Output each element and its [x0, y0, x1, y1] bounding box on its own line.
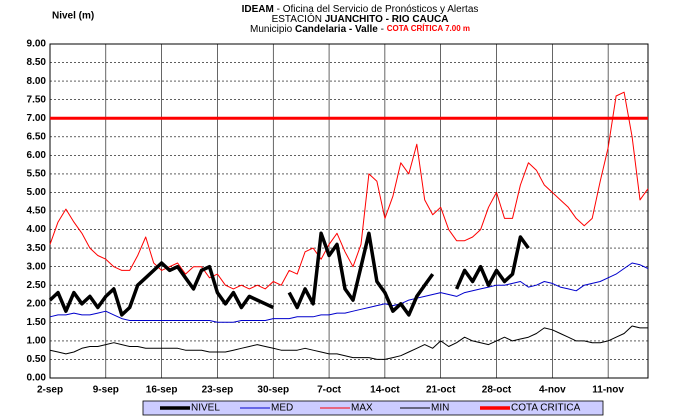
- x-tick-label: 16-sep: [146, 385, 178, 396]
- legend-label: COTA CRITICA: [511, 403, 581, 414]
- y-tick-label: 4.00: [27, 224, 47, 235]
- legend: [142, 400, 604, 416]
- y-tick-label: 8.00: [27, 76, 47, 87]
- y-tick-label: 0.50: [27, 354, 47, 365]
- y-tick-label: 2.50: [27, 280, 47, 291]
- y-tick-label: 1.00: [27, 336, 47, 347]
- legend-label: NIVEL: [191, 403, 220, 414]
- x-tick-label: 7-oct: [317, 385, 342, 396]
- x-tick-label: 21-oct: [426, 385, 456, 396]
- title-part: IDEAM: [242, 4, 274, 15]
- y-tick-label: 9.00: [27, 39, 47, 50]
- series-line: [49, 91, 649, 290]
- y-tick-label: 8.50: [27, 57, 47, 68]
- x-tick-label: 2-sep: [37, 385, 63, 396]
- x-tick-label: 30-sep: [257, 385, 289, 396]
- legend-label: MED: [271, 403, 293, 414]
- y-tick-label: 0.00: [27, 373, 47, 384]
- title-part: Candelaria - Valle: [295, 24, 378, 35]
- x-tick-label: 23-sep: [202, 385, 234, 396]
- title-part: ESTACIÓN: [272, 12, 325, 25]
- title-part: -: [378, 24, 387, 35]
- series-line: [49, 262, 649, 323]
- title-part: Municipio: [250, 24, 295, 35]
- y-tick-label: 6.50: [27, 131, 47, 142]
- chart-title: IDEAM - Oficina del Servicio de Pronósti…: [242, 4, 479, 15]
- plot-area: [49, 43, 649, 379]
- title-part: COTA CRÍTICA 7.00 m: [387, 24, 470, 33]
- y-tick-label: 5.50: [27, 169, 47, 180]
- x-tick-label: 14-oct: [370, 385, 400, 396]
- x-tick-label: 9-sep: [93, 385, 119, 396]
- chart-title: Municipio Candelaria - Valle - COTA CRÍT…: [250, 24, 470, 35]
- legend-label: MAX: [351, 403, 373, 414]
- y-tick-label: 1.50: [27, 317, 47, 328]
- y-tick-label: 7.50: [27, 94, 47, 105]
- title-part: - Oficina del Servicio de Pronósticos y …: [274, 4, 479, 15]
- y-tick-label: 4.50: [27, 206, 47, 217]
- y-tick-label: 7.00: [27, 113, 47, 124]
- y-tick-label: 6.00: [27, 150, 47, 161]
- y-tick-label: 3.00: [27, 261, 47, 272]
- y-axis-label: Nivel (m): [52, 11, 94, 22]
- title-part: JUANCHITO - RIO CAUCA: [325, 14, 449, 25]
- x-tick-label: 28-oct: [482, 385, 512, 396]
- y-tick-label: 3.50: [27, 243, 47, 254]
- chart-title: ESTACIÓN JUANCHITO - RIO CAUCA: [272, 12, 449, 25]
- x-tick-label: 11-nov: [592, 385, 624, 396]
- series-line: [48, 231, 530, 317]
- y-tick-label: 2.00: [27, 298, 47, 309]
- y-tick-label: 5.00: [27, 187, 47, 198]
- legend-label: MIN: [431, 403, 449, 414]
- x-tick-label: 4-nov: [539, 385, 566, 396]
- series-line: [49, 325, 648, 360]
